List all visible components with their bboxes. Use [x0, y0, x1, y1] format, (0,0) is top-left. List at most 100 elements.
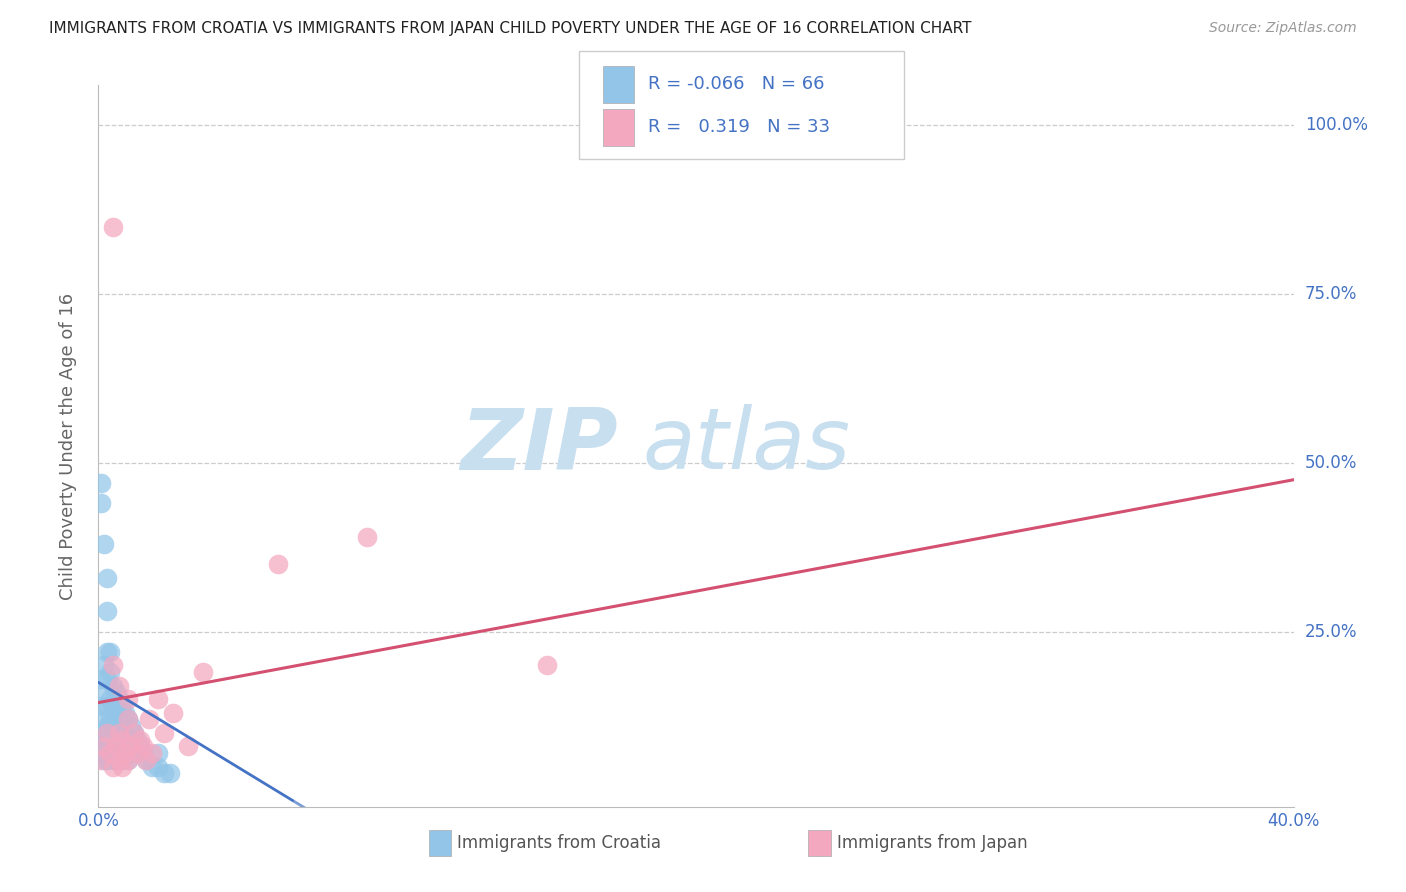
Point — [96, 753, 118, 767]
Point — [536, 658, 558, 673]
Point — [93, 713, 115, 727]
Point — [96, 698, 118, 713]
Point — [93, 732, 115, 747]
Point — [132, 746, 155, 760]
Point — [96, 732, 118, 747]
Point — [96, 746, 118, 760]
Point — [103, 746, 125, 760]
Point — [103, 719, 125, 733]
Point — [105, 753, 128, 767]
Point — [127, 746, 149, 760]
Point — [108, 746, 131, 760]
Point — [105, 739, 128, 754]
Point — [103, 219, 125, 234]
Point — [93, 658, 115, 673]
Point — [177, 739, 200, 754]
Point — [98, 665, 122, 680]
Text: IMMIGRANTS FROM CROATIA VS IMMIGRANTS FROM JAPAN CHILD POVERTY UNDER THE AGE OF : IMMIGRANTS FROM CROATIA VS IMMIGRANTS FR… — [49, 21, 972, 36]
Point — [105, 685, 128, 699]
Point — [120, 739, 142, 754]
Point — [108, 679, 131, 693]
Point — [117, 692, 139, 706]
Point — [120, 719, 142, 733]
Text: 100.0%: 100.0% — [1305, 116, 1368, 135]
Point — [111, 760, 134, 774]
Point — [90, 476, 112, 491]
Text: 25.0%: 25.0% — [1305, 623, 1357, 640]
Text: R =   0.319   N = 33: R = 0.319 N = 33 — [648, 119, 831, 136]
Point — [105, 739, 128, 754]
Point — [135, 753, 157, 767]
Point — [117, 753, 139, 767]
Point — [135, 753, 157, 767]
Point — [103, 753, 125, 767]
Point — [114, 746, 136, 760]
Point — [111, 739, 134, 754]
Point — [148, 760, 170, 774]
Text: Immigrants from Japan: Immigrants from Japan — [837, 834, 1028, 852]
Point — [103, 760, 125, 774]
Point — [103, 658, 125, 673]
Point — [129, 732, 152, 747]
Point — [90, 672, 112, 686]
Point — [90, 753, 112, 767]
Point — [98, 732, 122, 747]
Point — [105, 726, 128, 740]
Point — [356, 530, 378, 544]
Point — [114, 706, 136, 720]
Point — [108, 726, 131, 740]
Text: 50.0%: 50.0% — [1305, 454, 1357, 472]
Point — [153, 766, 176, 780]
Point — [111, 719, 134, 733]
Y-axis label: Child Poverty Under the Age of 16: Child Poverty Under the Age of 16 — [59, 293, 77, 599]
Point — [105, 706, 128, 720]
Point — [96, 604, 118, 618]
Point — [108, 713, 131, 727]
Point — [98, 645, 122, 659]
Point — [103, 698, 125, 713]
Point — [90, 739, 112, 754]
Point — [96, 719, 118, 733]
Point — [96, 571, 118, 585]
Point — [114, 746, 136, 760]
Text: 75.0%: 75.0% — [1305, 285, 1357, 303]
Point — [153, 726, 176, 740]
Point — [117, 713, 139, 727]
Point — [111, 698, 134, 713]
Point — [103, 732, 125, 747]
Point — [90, 726, 112, 740]
Point — [108, 753, 131, 767]
Point — [93, 537, 115, 551]
Point — [103, 679, 125, 693]
Point — [98, 713, 122, 727]
Text: R = -0.066   N = 66: R = -0.066 N = 66 — [648, 75, 825, 94]
Point — [124, 746, 146, 760]
Point — [124, 726, 146, 740]
Text: atlas: atlas — [643, 404, 851, 488]
Point — [138, 713, 160, 727]
Point — [111, 753, 134, 767]
Point — [96, 672, 118, 686]
Point — [148, 692, 170, 706]
Point — [90, 496, 112, 510]
Point — [267, 557, 290, 571]
Point — [191, 665, 214, 680]
Text: ZIP: ZIP — [461, 404, 619, 488]
Point — [93, 746, 115, 760]
Point — [141, 746, 163, 760]
Point — [90, 698, 112, 713]
Text: Immigrants from Croatia: Immigrants from Croatia — [457, 834, 661, 852]
Point — [148, 746, 170, 760]
Point — [108, 692, 131, 706]
Point — [98, 692, 122, 706]
Point — [114, 726, 136, 740]
Point — [98, 746, 122, 760]
Point — [117, 713, 139, 727]
Text: Source: ZipAtlas.com: Source: ZipAtlas.com — [1209, 21, 1357, 35]
Point — [93, 753, 115, 767]
Point — [117, 732, 139, 747]
Point — [124, 726, 146, 740]
Point — [162, 706, 184, 720]
Point — [127, 732, 149, 747]
Point — [108, 732, 131, 747]
